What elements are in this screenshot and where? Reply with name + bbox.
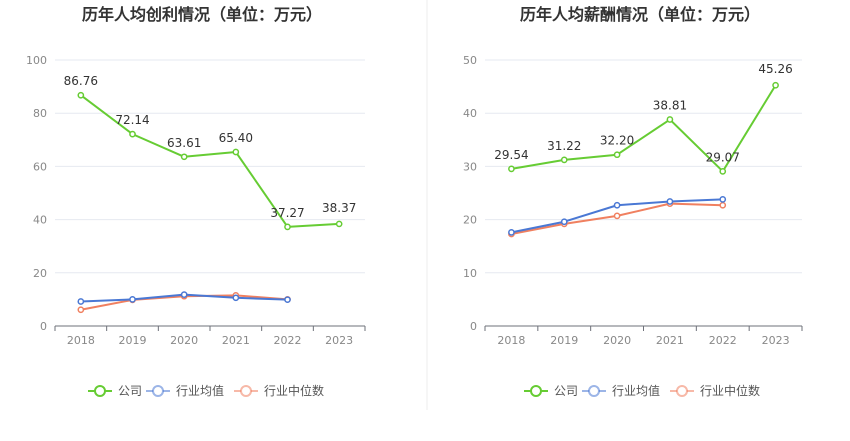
y-tick-label: 0 (40, 320, 47, 333)
data-point-avg (232, 294, 240, 302)
data-label-company: 29.54 (494, 148, 528, 162)
data-point-company (666, 116, 674, 123)
data-point-company (772, 81, 779, 89)
data-label-company: 38.37 (322, 201, 356, 215)
data-point-company (335, 220, 343, 228)
data-point-company (719, 167, 727, 175)
data-point-avg (666, 198, 674, 205)
data-point-avg (613, 201, 621, 209)
data-point-company (180, 153, 188, 161)
legend-marker-company (530, 385, 542, 397)
salary-chart: 0 10 20 30 40 50 2018 2019 2020 2021 2022 2023 29.54… (463, 54, 803, 398)
legend-item-avg: 行业均值 (146, 383, 224, 398)
data-label-company: 38.81 (653, 99, 687, 113)
series-line-company (80, 94, 340, 228)
legend-label-avg: 行业均值 (176, 383, 224, 398)
profit-chart: 0 20 40 60 80 100 2018 2019 2020 2021 2022 2023 86.7… (26, 54, 366, 398)
data-point-company (284, 223, 291, 231)
data-label-company: 65.40 (219, 131, 253, 145)
data-point-avg (284, 296, 291, 304)
legend-item-avg: 行业均值 (582, 383, 660, 398)
x-tick-label: 2019 (119, 334, 147, 347)
x-tick-label: 2021 (222, 334, 250, 347)
y-tick-label: 0 (470, 320, 477, 333)
legend-label-company: 公司 (554, 384, 578, 398)
legend-marker-avg (588, 385, 600, 397)
x-tick-label: 2021 (656, 334, 684, 347)
data-point-median (77, 306, 85, 314)
y-tick-label: 60 (33, 160, 47, 173)
data-point-avg (508, 229, 515, 236)
legend-label-median: 行业中位数 (700, 383, 760, 398)
x-tick-label: 2022 (709, 334, 737, 347)
data-label-company: 72.14 (115, 113, 149, 127)
y-tick-label: 10 (463, 267, 477, 280)
x-tick-label: 2018 (497, 334, 525, 347)
data-point-company (232, 148, 240, 156)
data-label-company: 31.22 (547, 139, 581, 153)
legend-marker-avg (152, 385, 164, 397)
legend-marker-median (676, 385, 688, 397)
chart-title-salary: 历年人均薪酬情况（单位：万元） (520, 5, 760, 24)
legend-item-median: 行业中位数 (234, 383, 324, 398)
x-tick-label: 2018 (67, 334, 95, 347)
data-point-avg (129, 296, 136, 303)
chart-title-profit: 历年人均创利情况（单位：万元） (82, 5, 322, 24)
legend-item-median: 行业中位数 (670, 383, 760, 398)
legend-label-company: 公司 (118, 384, 142, 398)
data-point-avg (560, 218, 568, 226)
y-tick-label: 20 (33, 267, 47, 280)
legend-marker-median (240, 385, 252, 397)
x-tick-label: 2023 (762, 334, 790, 347)
data-point-company (560, 156, 568, 164)
x-tick-label: 2019 (550, 334, 578, 347)
y-tick-label: 30 (463, 160, 477, 173)
x-tick-label: 2022 (274, 334, 302, 347)
data-label-company: 45.26 (758, 62, 792, 76)
y-tick-label: 80 (33, 107, 47, 120)
data-point-company (77, 91, 85, 99)
data-point-company (613, 151, 621, 159)
y-tick-label: 40 (463, 107, 477, 120)
legend-item-company: 公司 (524, 384, 578, 398)
data-label-company: 63.61 (167, 136, 201, 150)
y-tick-label: 20 (463, 214, 477, 227)
data-label-company: 32.20 (600, 134, 634, 148)
legend-item-company: 公司 (88, 384, 142, 398)
y-tick-label: 40 (33, 214, 47, 227)
data-label-company: 29.07 (706, 150, 740, 164)
data-label-company: 86.76 (64, 74, 98, 88)
y-tick-label: 100 (26, 54, 47, 67)
legend-label-median: 行业中位数 (264, 383, 324, 398)
series-line-company (511, 84, 777, 173)
x-tick-label: 2020 (603, 334, 631, 347)
data-label-company: 37.27 (270, 206, 304, 220)
data-point-company (129, 130, 136, 138)
legend-label-avg: 行业均值 (612, 383, 660, 398)
data-point-company (508, 165, 515, 173)
x-tick-label: 2023 (325, 334, 353, 347)
y-tick-label: 50 (463, 54, 477, 67)
data-point-avg (180, 291, 188, 298)
data-point-avg (77, 298, 85, 305)
legend-marker-company (94, 385, 106, 397)
x-tick-label: 2020 (170, 334, 198, 347)
data-point-avg (719, 196, 727, 203)
data-point-median (719, 201, 727, 209)
data-point-median (613, 212, 621, 220)
